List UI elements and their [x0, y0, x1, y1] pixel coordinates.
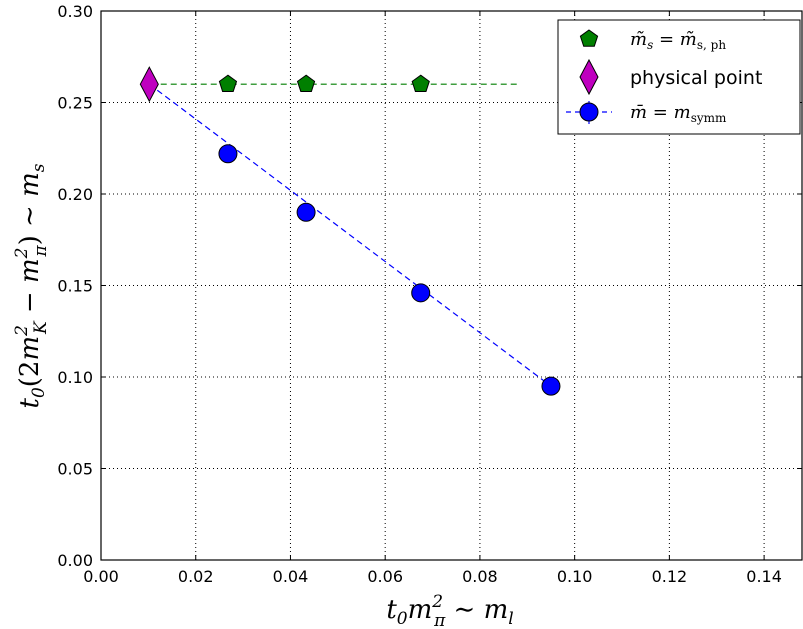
data-point-pentagon: [296, 74, 316, 92]
legend-marker-circle: [579, 102, 599, 122]
y-tick-label: 0.00: [57, 551, 93, 570]
data-point-circle: [541, 376, 561, 396]
y-tick-label: 0.25: [57, 94, 93, 113]
legend: m̃s = m̃s, ph physical point m̄ = msymm: [557, 19, 801, 135]
legend-label-physical-point: physical point: [630, 67, 762, 89]
y-tick-label: 0.30: [57, 2, 93, 21]
legend-label-symm: m̄ = msymm: [630, 102, 727, 125]
y-axis-label: t0(2m2K − m2π) ∼ ms: [12, 163, 51, 408]
y-tick-label: 0.05: [57, 460, 93, 479]
axis-ticks: 0.00 0.02 0.04 0.06 0.08 0.10 0.12 0.14 0.00 0.05…: [57, 2, 802, 586]
x-tick-label: 0.14: [746, 567, 782, 586]
data-point-pentagon: [218, 74, 238, 92]
x-axis-label: t0m2 π ∼ ml: [386, 592, 513, 629]
x-tick-label: 0.00: [83, 567, 119, 586]
y-tick-label: 0.10: [57, 368, 93, 387]
data-markers: [139, 66, 561, 396]
data-point-circle: [296, 202, 316, 222]
legend-label-ms-fixed: m̃s = m̃s, ph: [630, 29, 726, 52]
data-point-diamond: [139, 66, 159, 103]
x-tick-label: 0.02: [178, 567, 214, 586]
legend-marker-pentagon: [579, 29, 599, 47]
series-line-2: [148, 83, 552, 387]
series-lines: [148, 83, 552, 387]
data-point-pentagon: [411, 74, 430, 92]
y-tick-label: 0.15: [57, 277, 93, 296]
x-tick-label: 0.08: [462, 567, 498, 586]
x-tick-label: 0.10: [557, 567, 593, 586]
x-tick-label: 0.04: [273, 567, 309, 586]
x-tick-label: 0.06: [367, 567, 403, 586]
data-point-circle: [411, 283, 431, 303]
data-point-circle: [218, 144, 238, 164]
legend-marker-diamond: [579, 58, 599, 96]
y-tick-label: 0.20: [57, 185, 93, 204]
x-tick-label: 0.12: [652, 567, 688, 586]
